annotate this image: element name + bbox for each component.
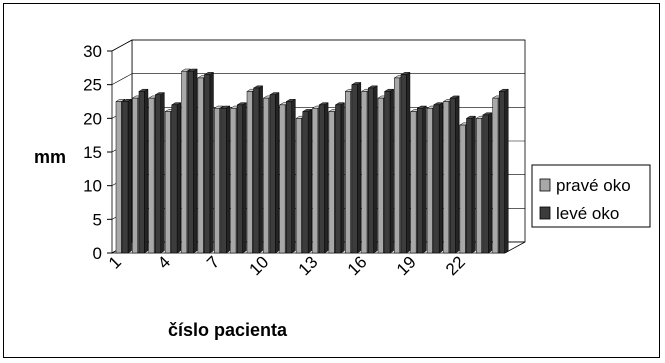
legend-entry: levé oko [556,204,619,223]
y-tick-label: 15 [83,143,102,162]
x-tick-label: 22 [442,252,469,279]
legend-entry: pravé oko [556,176,631,195]
y-axis-label: mm [34,147,66,167]
bar-leve [154,92,166,254]
x-axis-label: číslo pacienta [168,320,288,340]
bar-leve [170,102,182,254]
y-axis-ticks: 0 5 10 15 20 25 30 [83,42,112,263]
x-tick-label: 7 [203,252,223,272]
bar-leve [301,108,313,254]
y-tick-label: 5 [93,210,102,229]
legend: pravé oko levé oko [531,164,651,228]
x-tick-label: 4 [154,252,174,272]
y-tick-label: 0 [93,244,102,263]
bar-leve [432,102,444,254]
bar-leve [318,102,329,254]
bar-leve [416,105,428,254]
bar-leve [383,88,395,254]
legend-swatch [539,178,551,192]
bar-leve [203,71,215,254]
bar-leve [498,88,510,254]
x-tick-label: 16 [344,252,371,279]
x-axis-ticks: 1 4 7 10 13 16 19 22 [105,252,469,279]
bar-leve [138,88,149,254]
legend-box [531,164,651,228]
y-tick-label: 20 [83,109,102,128]
y-tick-label: 10 [83,177,102,196]
bar-leve [367,85,379,254]
bar-leve [219,105,231,254]
y-tick-label: 30 [83,42,102,61]
bar-leve [187,68,198,254]
bar-leve [269,92,280,254]
bars [115,68,510,254]
bar-leve [121,98,133,254]
bar-leve [285,98,297,254]
gridline [111,73,525,85]
x-tick-label: 10 [246,252,273,279]
x-tick-label: 19 [393,252,420,279]
x-tick-label: 1 [105,252,125,272]
legend-swatch [539,206,551,220]
bar-leve [334,102,346,254]
gridline [111,39,525,52]
bar-leve [465,115,477,254]
bar-leve [236,102,248,254]
bar-leve [449,95,460,254]
bar-leve [252,85,264,254]
bar-leve [481,112,493,254]
bar-leve [350,82,362,254]
bar-leve [400,71,411,254]
x-tick-label: 13 [295,252,322,279]
y-tick-label: 25 [83,76,102,95]
